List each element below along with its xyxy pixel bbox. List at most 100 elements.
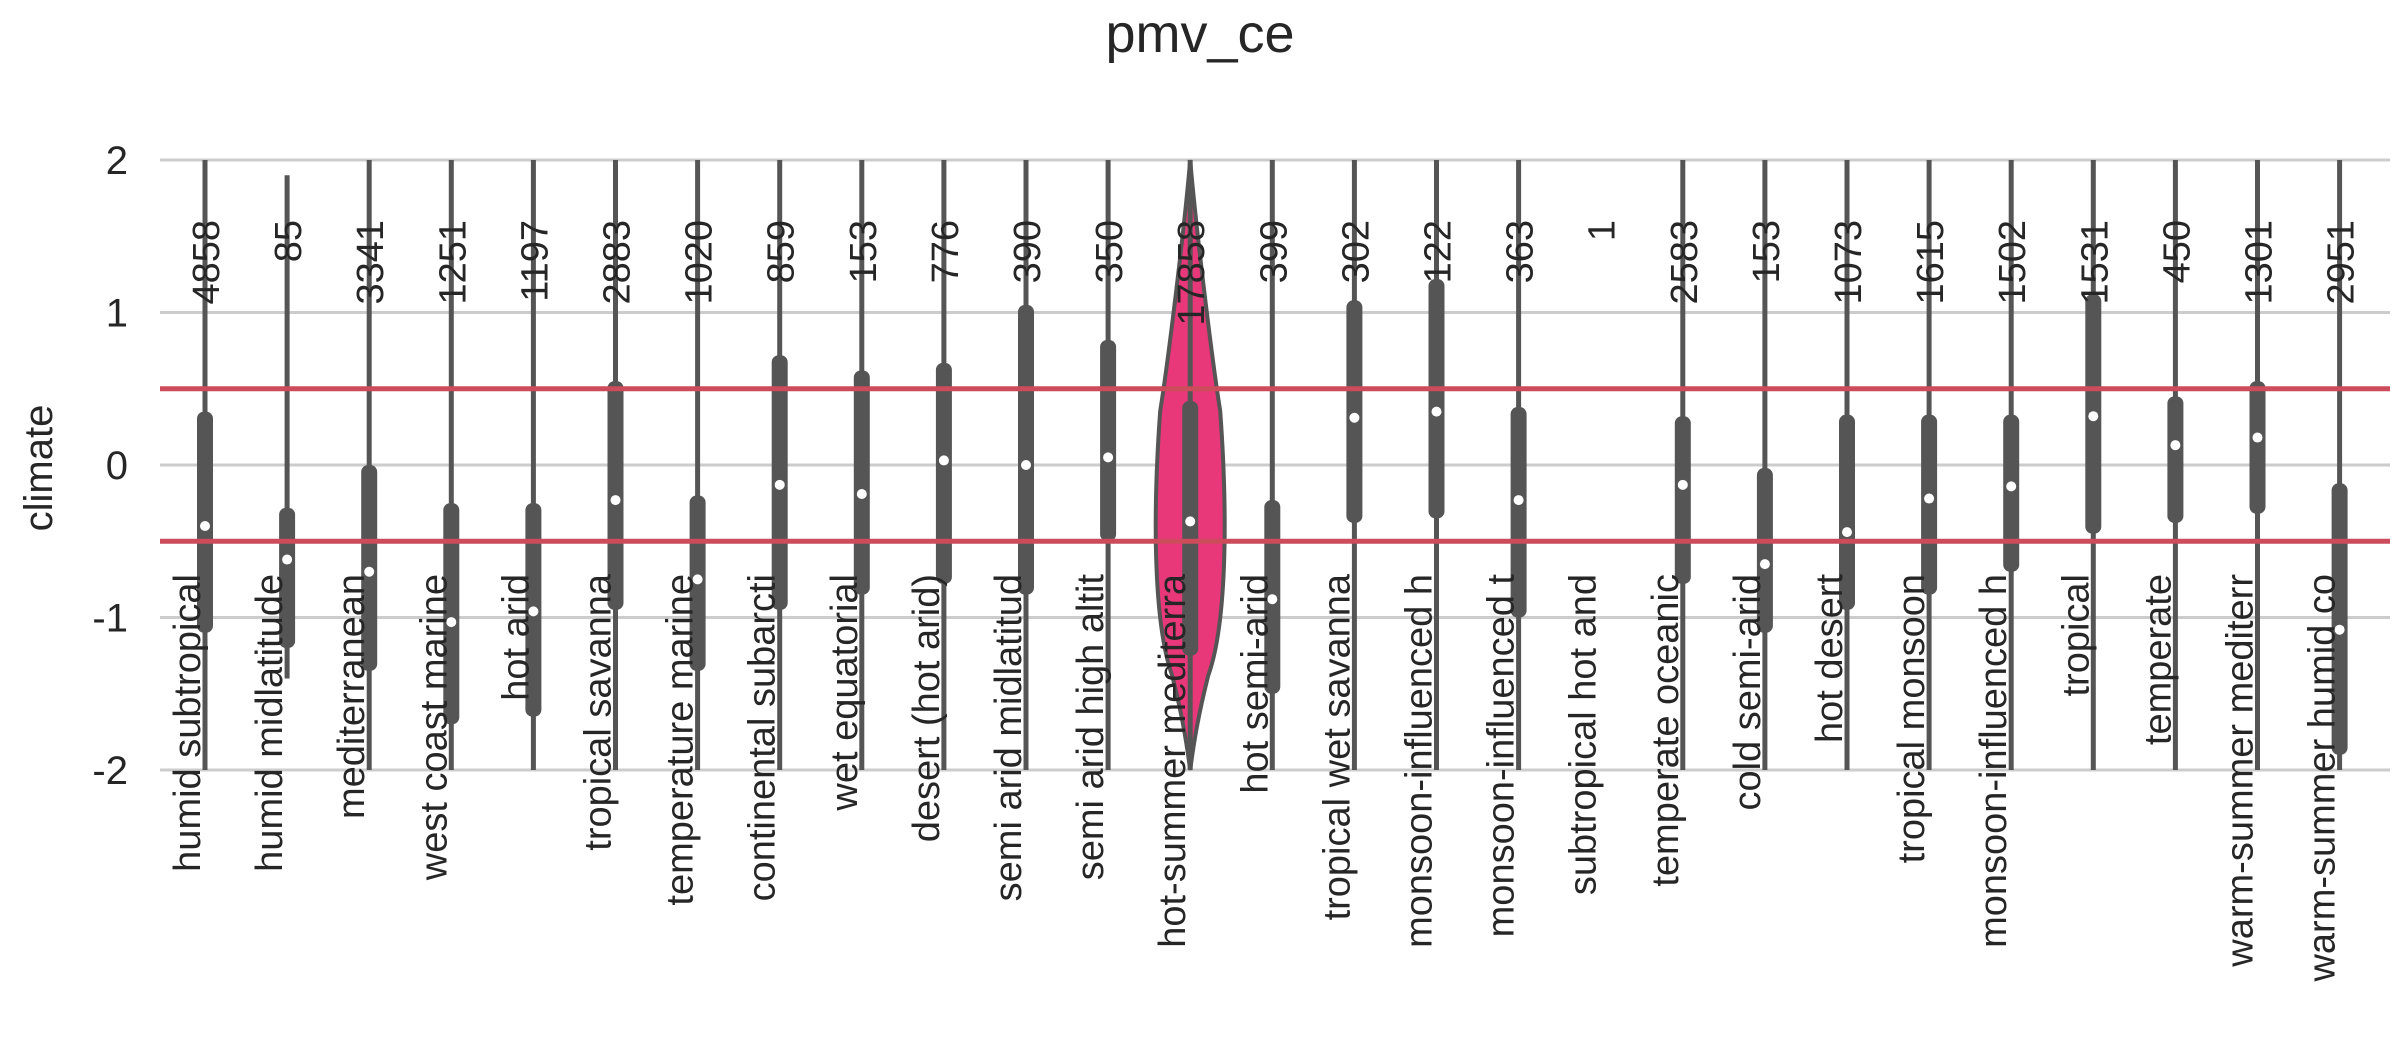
- violin-median-dot: [1267, 594, 1278, 605]
- category-label: monsoon-influenced t: [1481, 574, 1523, 938]
- count-labels: 4858 85 3341 1251 1197 2883 1020 859 153 776 390 35…: [186, 220, 2363, 326]
- count-label: 153: [1746, 220, 1788, 283]
- category-label: temperate: [2137, 574, 2179, 745]
- category-label: hot arid: [495, 574, 537, 701]
- count-label: 399: [1253, 220, 1295, 283]
- violin-median-dot: [2252, 432, 2263, 443]
- y-tick-label: 2: [106, 139, 128, 183]
- category-label: mediterranean: [331, 574, 373, 819]
- violin-median-dot: [2334, 624, 2345, 635]
- category-label: temperature marine: [660, 574, 702, 906]
- category-label: semi arid midlatitud: [988, 574, 1030, 901]
- category-label: continental subarcti: [742, 574, 784, 901]
- category-label: cold semi-arid: [1727, 574, 1769, 811]
- category-label: monsoon-influenced h: [1973, 574, 2015, 948]
- violin-iqr-box: [2167, 396, 2184, 523]
- count-label: 1020: [679, 220, 721, 305]
- violin-iqr-box: [1674, 416, 1691, 584]
- category-label: hot desert: [1809, 574, 1851, 743]
- category-label: hot semi-arid: [1234, 574, 1276, 794]
- violin-iqr-box: [2249, 381, 2266, 514]
- violin-median-dot: [1677, 479, 1688, 490]
- violin-median-dot: [1431, 406, 1442, 417]
- count-label: 85: [268, 220, 310, 262]
- reference-lines: [160, 386, 2390, 544]
- count-label: 1197: [514, 220, 556, 302]
- violin-median-dot: [1349, 412, 1360, 423]
- category-label: tropical savanna: [578, 573, 620, 851]
- count-label: 2883: [597, 220, 639, 305]
- count-label: 302: [1335, 220, 1377, 283]
- count-label: 1: [1582, 220, 1624, 241]
- violin-median-dot: [1924, 493, 1935, 504]
- violin-median-dot: [2170, 440, 2181, 451]
- violin-median-dot: [692, 574, 703, 585]
- violin-iqr-box: [1346, 300, 1363, 523]
- count-label: 1301: [2239, 220, 2281, 305]
- count-label: 859: [761, 220, 803, 283]
- violin-iqr-box: [443, 503, 460, 725]
- violin-iqr-box: [1839, 414, 1855, 610]
- count-label: 1502: [1992, 220, 2034, 305]
- violin-median-dot: [610, 495, 621, 506]
- count-label: 1251: [432, 220, 474, 305]
- count-label: 1531: [2074, 220, 2116, 305]
- violin-median-dot: [2006, 481, 2017, 492]
- count-label: 153: [843, 220, 885, 283]
- violin-iqr-box: [1182, 400, 1199, 656]
- category-label: monsoon-influenced h: [1399, 574, 1441, 948]
- y-axis-label: climate: [17, 405, 61, 532]
- category-label: hot-summer mediterra: [1152, 573, 1194, 948]
- category-label: temperate oceanic: [1645, 574, 1687, 887]
- category-label: semi arid high altit: [1070, 574, 1112, 881]
- violin-median-dot: [1513, 495, 1524, 506]
- count-label: 4858: [186, 220, 228, 305]
- category-label: humid midlatitude: [249, 574, 291, 872]
- category-label: tropical wet savanna: [1316, 573, 1358, 920]
- violin-iqr-box: [1510, 407, 1527, 618]
- violin-iqr-box: [2003, 414, 2020, 572]
- violin-iqr-box: [1756, 468, 1773, 633]
- count-label: 776: [925, 220, 967, 283]
- category-label: subtropical hot and: [1563, 574, 1605, 895]
- count-label: 122: [1418, 220, 1460, 283]
- count-label: 350: [1089, 220, 1131, 283]
- count-label: 390: [1007, 220, 1049, 283]
- category-labels: humid subtropical humid midlatitude medite…: [167, 573, 2344, 982]
- category-label: humid subtropical: [167, 574, 209, 872]
- category-label: tropical monsoon: [1891, 574, 1933, 863]
- violin-median-dot: [1842, 527, 1852, 538]
- violin-median-dot: [364, 566, 375, 577]
- count-label: 2583: [1664, 220, 1706, 305]
- violin-median-dot: [774, 479, 785, 490]
- violin-median-dot: [1759, 559, 1770, 570]
- violin-median-dot: [1103, 452, 1114, 463]
- count-label: 1615: [1910, 220, 1952, 305]
- y-ticks: -2 -1 0 1 2: [92, 139, 128, 793]
- violin-median-dot: [200, 521, 210, 531]
- count-label: 17858: [1171, 220, 1213, 326]
- violin-iqr-box: [1100, 339, 1117, 542]
- y-tick-label: 0: [106, 444, 128, 488]
- y-tick-label: -1: [92, 597, 128, 641]
- category-label: desert (hot arid): [906, 574, 948, 842]
- category-label: warm-summer mediterr: [2220, 574, 2262, 968]
- violin-median-dot: [1021, 460, 1031, 470]
- violin-iqr-box: [2331, 483, 2348, 755]
- violin-median-dot: [282, 554, 293, 565]
- category-label: warm-summer humid co: [2302, 574, 2344, 983]
- category-label: tropical: [2055, 574, 2097, 697]
- count-label: 2951: [2321, 220, 2363, 305]
- count-label: 1073: [1828, 220, 1870, 305]
- chart-title: pmv_ce: [1105, 4, 1294, 64]
- violin-iqr-box: [1921, 414, 1938, 595]
- violin-iqr-box: [853, 370, 870, 595]
- violin-iqr-box: [1428, 278, 1445, 519]
- category-label: wet equatorial: [824, 574, 866, 812]
- count-label: 3341: [350, 220, 392, 305]
- violin-median-dot: [446, 617, 457, 628]
- violin-median-dot: [2088, 411, 2099, 422]
- y-tick-label: -2: [92, 749, 128, 793]
- violin-median-dot: [1185, 516, 1196, 527]
